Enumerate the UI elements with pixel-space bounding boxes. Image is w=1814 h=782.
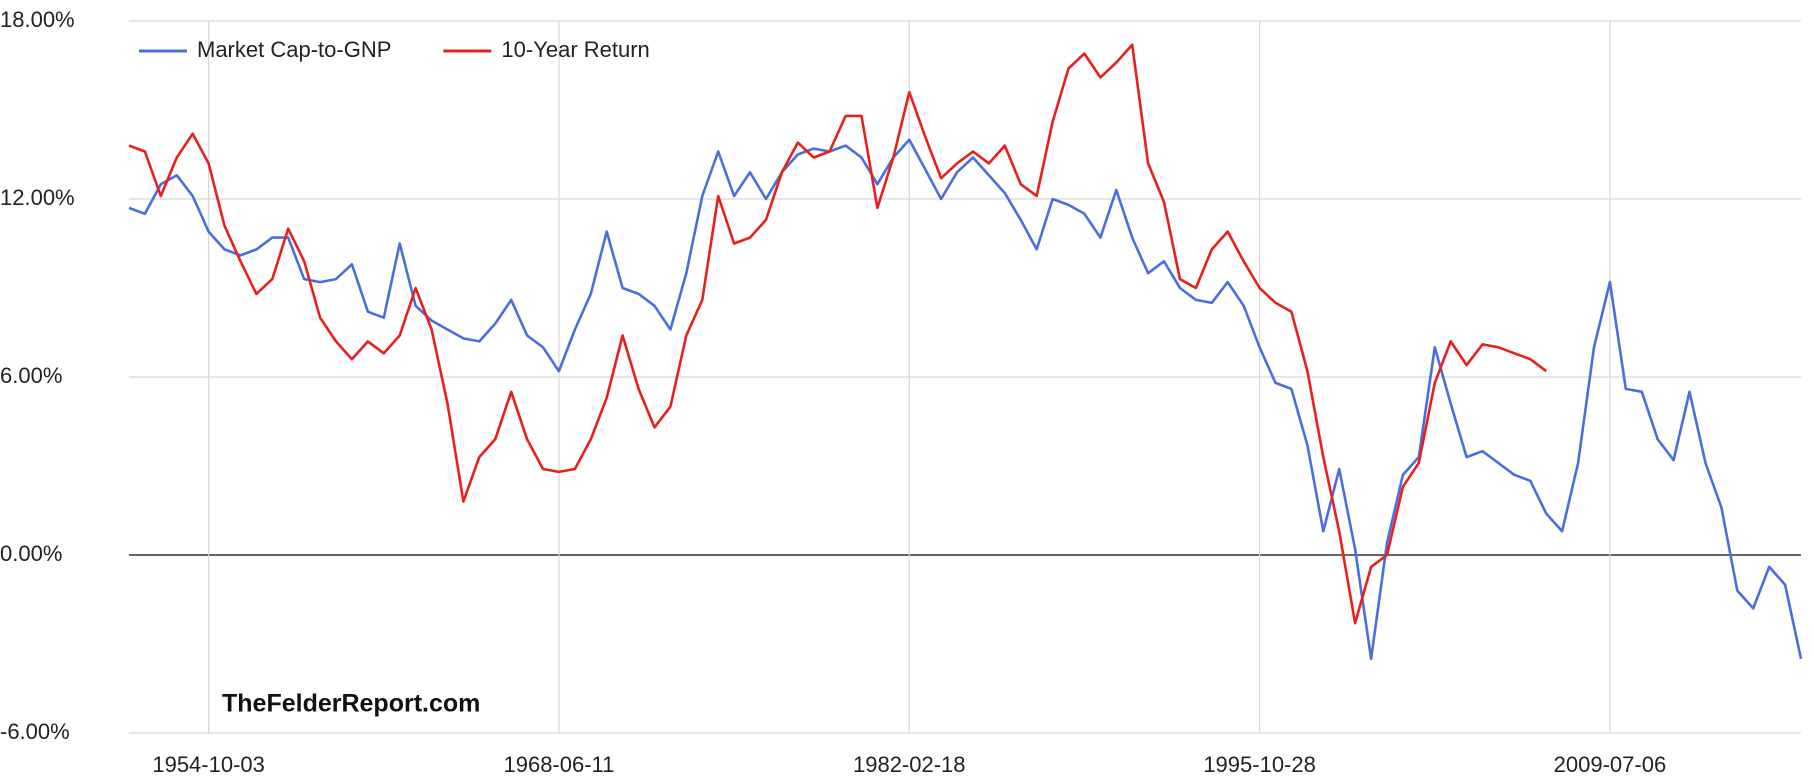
legend-label: 10-Year Return bbox=[501, 37, 649, 62]
y-tick-label: 18.00% bbox=[0, 7, 75, 32]
y-tick-label: 6.00% bbox=[0, 363, 62, 388]
series-line bbox=[128, 138, 1803, 661]
x-tick-label: 1995-10-28 bbox=[1203, 752, 1316, 777]
x-tick-label: 1982-02-18 bbox=[853, 752, 966, 777]
x-tick-label: 1954-10-03 bbox=[152, 752, 265, 777]
y-tick-label: 12.00% bbox=[0, 185, 75, 210]
plot: -6.00% 0.00% 6.00% 12.00% 18.00% 1954-10-03 19… bbox=[0, 7, 1803, 777]
x-tick-label: 1968-06-11 bbox=[503, 752, 614, 777]
y-tick-label: -6.00% bbox=[0, 719, 70, 744]
legend-label: Market Cap-to-GNP bbox=[197, 37, 391, 62]
x-tick-label: 2009-07-06 bbox=[1554, 752, 1667, 777]
watermark: TheFelderReport.com bbox=[222, 690, 480, 718]
legend-item: 10-Year Return bbox=[443, 37, 650, 62]
y-tick-label: 0.00% bbox=[0, 541, 62, 566]
series-line bbox=[128, 43, 1547, 625]
legend-item: Market Cap-to-GNP bbox=[139, 37, 391, 62]
